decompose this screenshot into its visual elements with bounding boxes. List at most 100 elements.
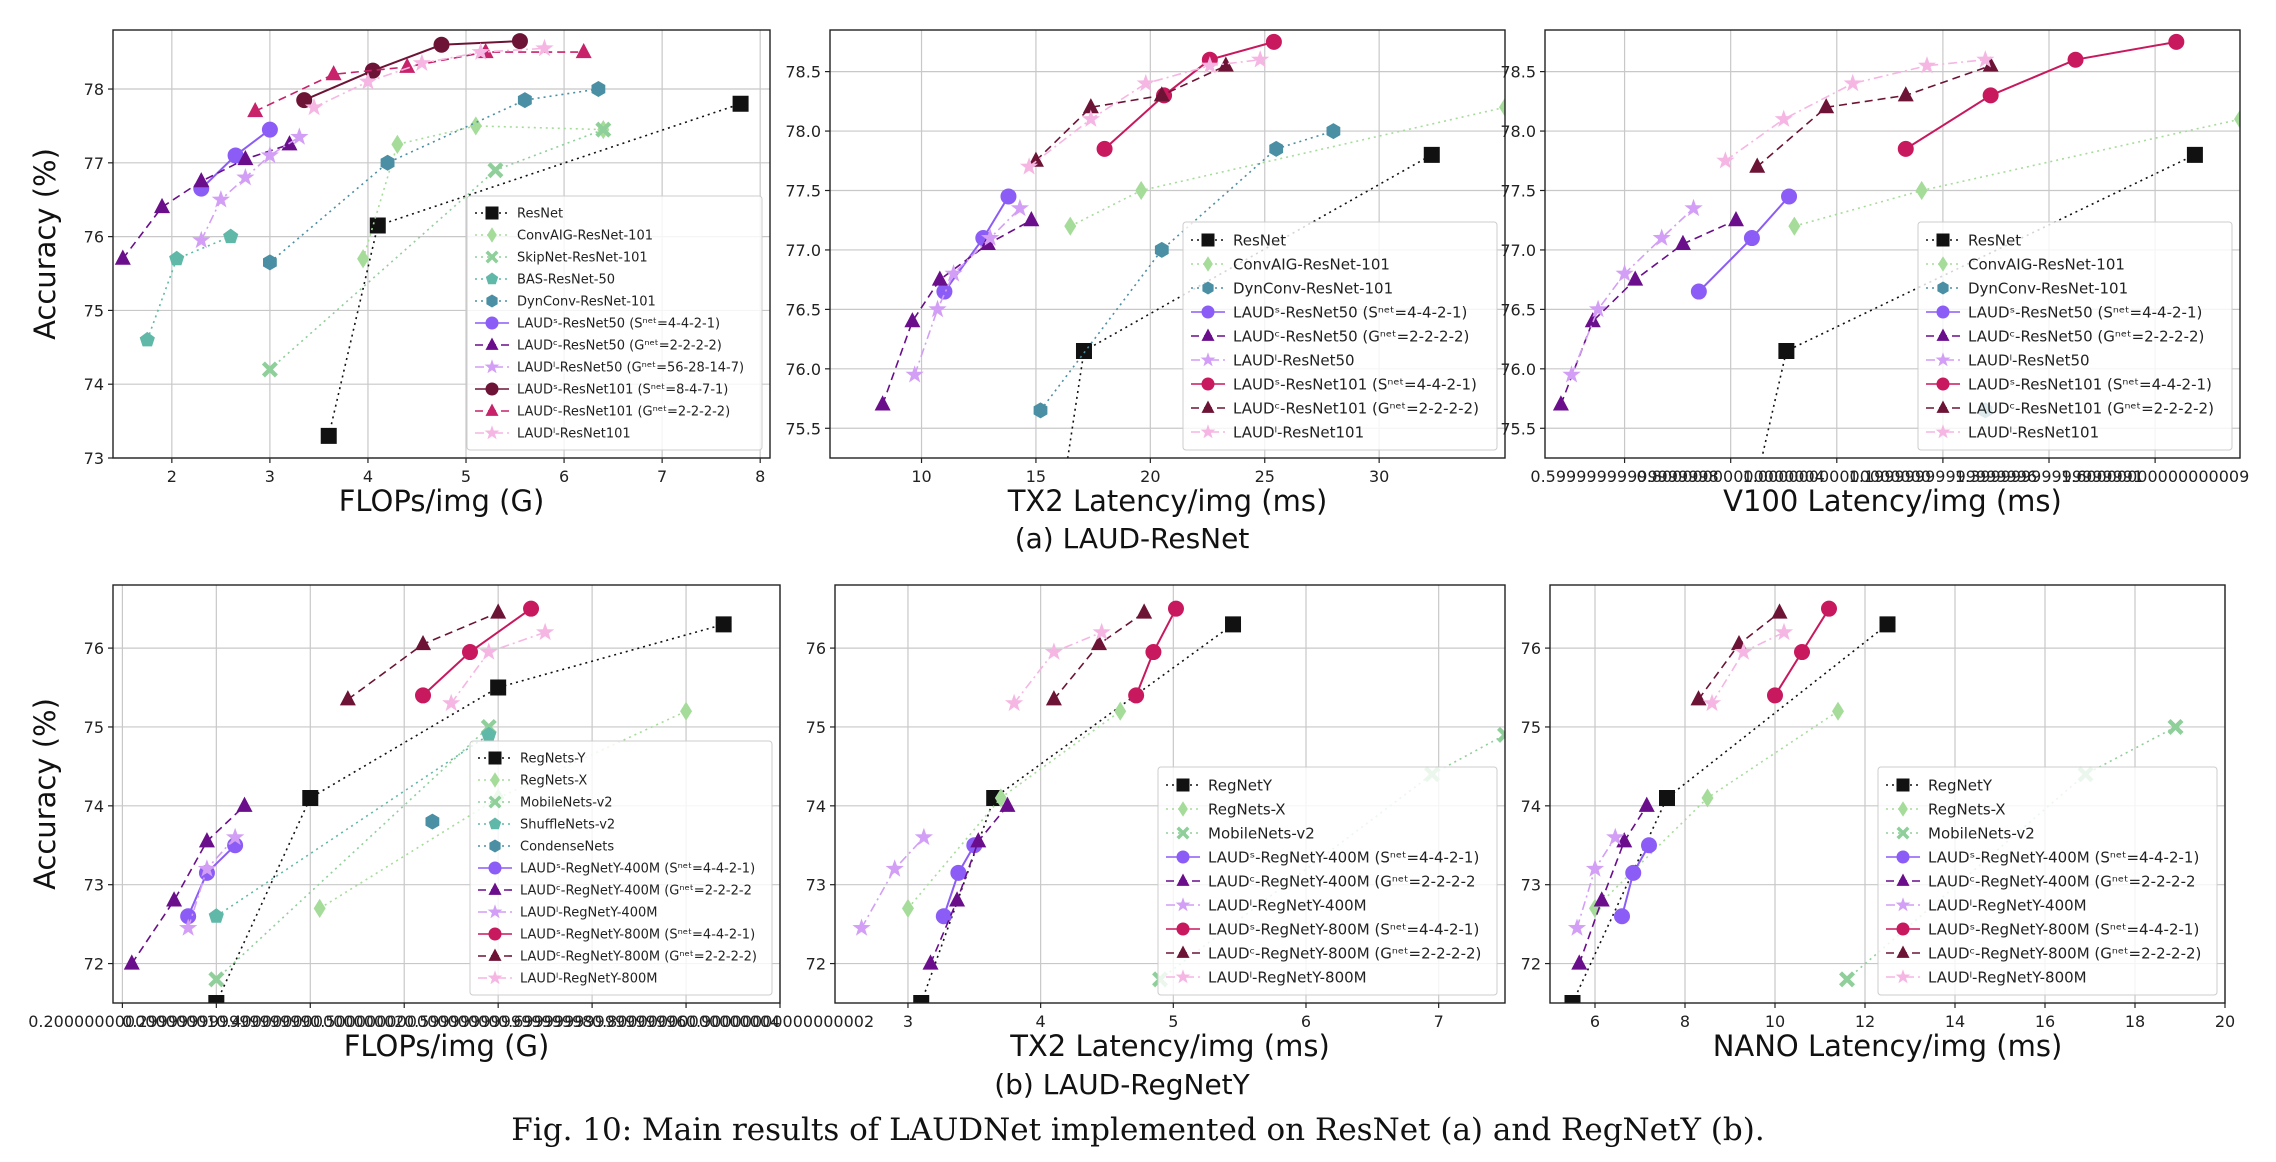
data-point	[1843, 73, 1862, 92]
data-point	[1564, 995, 1581, 1003]
data-point	[928, 299, 947, 318]
series-line-6	[913, 207, 1021, 376]
x-tick-label: 0.69999999999999996	[498, 1012, 686, 1031]
legend-label: ResNet	[517, 207, 563, 222]
legend-marker	[1176, 922, 1190, 936]
data-point	[1571, 954, 1588, 970]
y-tick-label: 74	[806, 797, 826, 816]
data-point	[114, 249, 131, 265]
legend: RegNetY RegNets-X MobileNets-v2 LAUDˢ-RegNe…	[1877, 766, 2218, 996]
data-point	[415, 687, 432, 704]
x-tick-label: 15	[1026, 467, 1046, 486]
y-tick-label: 76	[806, 639, 826, 658]
data-point	[1027, 151, 1044, 167]
y-tick-label: 76.0	[1500, 360, 1536, 379]
y-tick-label: 72	[84, 955, 104, 974]
data-point	[236, 796, 253, 812]
series-line-7	[1905, 40, 2177, 150]
data-point	[1625, 864, 1642, 881]
legend-marker	[1938, 256, 1948, 272]
y-tick-label: 75	[84, 301, 104, 320]
legend-label: LAUDˡ-RegNetY-400M	[520, 906, 657, 921]
data-point	[490, 679, 507, 696]
data-point	[197, 859, 217, 877]
x-tick-label: 0.50000000000000000	[310, 1012, 498, 1031]
y-tick-label: 73	[84, 449, 104, 468]
y-axis-label: Accuracy (%)	[28, 698, 62, 890]
x-axis-label: TX2 Latency/img (ms)	[1007, 484, 1328, 518]
data-point	[1593, 891, 1610, 907]
series-line-9	[1724, 58, 1986, 162]
data-point	[166, 891, 183, 907]
legend-label: LAUDᶜ-ResNet50 (Gⁿᵉᵗ=2-2-2-2)	[1968, 327, 2204, 345]
y-tick-label: 72	[1521, 955, 1541, 974]
legend-label: LAUDᶜ-ResNet50 (Gⁿᵉᵗ=2-2-2-2)	[1233, 327, 1469, 345]
series-line-3	[215, 726, 490, 980]
legend-label: LAUDᶜ-RegNetY-400M (Gⁿᵉᵗ=2-2-2-2	[520, 884, 752, 899]
legend-label: LAUDᶜ-ResNet101 (Gⁿᵉᵗ=2-2-2-2)	[1233, 399, 1479, 417]
legend-marker	[1176, 945, 1190, 958]
legend-label: DynConv-ResNet-101	[1233, 279, 1393, 297]
data-point	[1771, 603, 1788, 619]
legend-label: ShuffleNets-v2	[520, 818, 615, 833]
legend-marker	[486, 294, 498, 308]
plot-frame	[1549, 584, 2226, 1004]
data-point	[1818, 98, 1835, 114]
series-group	[1552, 33, 2240, 458]
data-point	[1081, 109, 1100, 127]
data-point	[1019, 157, 1039, 175]
legend-marker	[1202, 281, 1214, 295]
data-point	[1114, 701, 1127, 721]
x-tick-label: 0.40000000000000002	[216, 1012, 404, 1031]
x-tick-label: 6	[1590, 1012, 1600, 1031]
series-line-8	[1053, 611, 1145, 700]
data-point	[1734, 642, 1753, 660]
legend-label: LAUDᶜ-RegNetY-800M (Gⁿᵉᵗ=2-2-2-2)	[1208, 944, 1481, 962]
data-point	[1064, 216, 1077, 236]
legend-marker	[485, 382, 499, 396]
data-point	[1915, 180, 1928, 201]
data-point	[487, 162, 504, 179]
x-tick-label: 4	[363, 467, 373, 486]
data-point	[290, 127, 309, 145]
data-point	[1794, 644, 1810, 661]
y-tick-label: 77	[84, 154, 104, 173]
legend-marker	[1896, 826, 1910, 840]
y-tick-label: 75.5	[1500, 419, 1536, 438]
data-point	[511, 33, 528, 50]
data-point	[302, 789, 319, 806]
legend-marker	[1895, 897, 1911, 912]
x-tick-label: 12	[1855, 1012, 1875, 1031]
legend-box	[1917, 221, 2233, 451]
y-tick-label: 75	[806, 718, 826, 737]
data-point	[1638, 796, 1655, 812]
legend-marker	[1936, 233, 1950, 247]
data-point	[380, 154, 395, 171]
data-point	[479, 642, 498, 660]
data-point	[1821, 600, 1837, 617]
series-line-5	[269, 88, 599, 264]
legend-label: LAUDᶜ-ResNet101 (Gⁿᵉᵗ=2-2-2-2)	[1968, 399, 2214, 417]
legend-label: ConvAIG-ResNet-101	[517, 229, 653, 244]
data-point	[469, 116, 482, 136]
y-tick-label: 77.0	[1500, 241, 1536, 260]
data-point	[1091, 634, 1108, 651]
data-point	[914, 827, 933, 846]
data-point	[1135, 180, 1148, 201]
data-point	[1153, 86, 1170, 102]
data-point	[874, 395, 891, 411]
data-point	[901, 898, 914, 918]
data-point	[1897, 86, 1914, 102]
legend-label: RegNetY	[1928, 776, 1993, 794]
x-tick-label: 25	[1255, 467, 1275, 486]
data-point	[236, 168, 255, 186]
legend-marker	[1935, 352, 1951, 367]
data-point	[261, 361, 278, 378]
data-point	[523, 600, 540, 617]
x-tick-label: 14	[1945, 1012, 1965, 1031]
data-point	[1652, 228, 1671, 246]
data-point	[931, 270, 948, 286]
data-point	[732, 95, 749, 112]
legend-marker	[1178, 801, 1188, 817]
x-tick-label: 7	[657, 467, 667, 486]
